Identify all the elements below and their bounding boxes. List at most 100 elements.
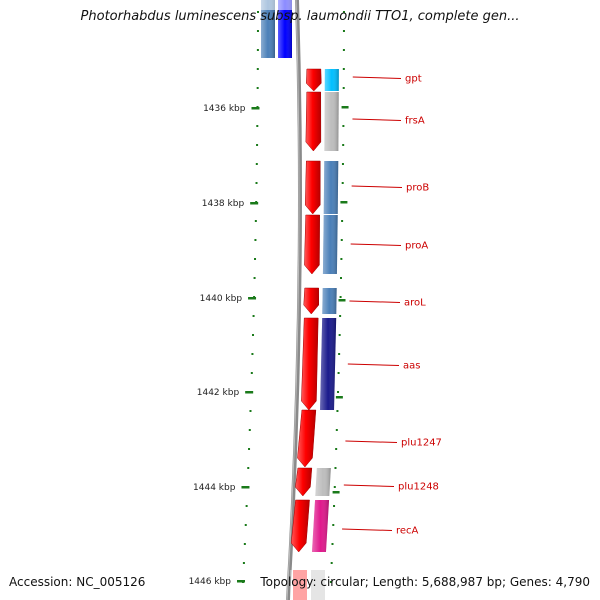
- major-tick: [241, 486, 250, 489]
- outer-major-tick: [338, 299, 346, 302]
- gene-label: frsA: [405, 116, 425, 127]
- topology-text: Topology: circular; Length: 5,688,987 bp…: [260, 575, 590, 589]
- minor-tick: [256, 49, 259, 51]
- minor-tick: [332, 524, 335, 526]
- minor-tick: [254, 220, 257, 222]
- minor-tick: [248, 448, 251, 450]
- minor-tick: [250, 372, 253, 374]
- minor-tick: [342, 49, 345, 51]
- minor-tick: [254, 258, 257, 260]
- kbp-label: 1446 kbp: [189, 577, 232, 587]
- minor-tick: [256, 11, 259, 13]
- partial-gene-block: [293, 570, 307, 600]
- gene-arrow: [306, 68, 322, 92]
- minor-tick: [256, 68, 259, 70]
- cog-block-shade: [322, 288, 337, 314]
- outer-major-tick: [335, 396, 343, 399]
- accession-text: Accession: NC_005126: [9, 575, 146, 589]
- kbp-label: 1442 kbp: [197, 388, 240, 398]
- gene-label: aas: [403, 361, 420, 372]
- minor-tick: [248, 429, 251, 431]
- minor-tick: [336, 410, 339, 412]
- leader-line: [347, 363, 400, 366]
- leader-line: [342, 528, 393, 531]
- minor-tick: [249, 410, 252, 412]
- major-tick: [248, 297, 257, 300]
- minor-tick: [253, 277, 256, 279]
- minor-tick: [338, 353, 341, 355]
- minor-tick: [333, 486, 336, 488]
- major-tick: [245, 391, 254, 394]
- gene-arrow: [295, 467, 313, 497]
- minor-tick: [254, 239, 257, 241]
- kbp-label: 1436 kbp: [203, 104, 246, 114]
- gene-label: plu1248: [398, 482, 439, 493]
- minor-tick: [329, 581, 332, 583]
- major-tick: [251, 107, 260, 110]
- minor-tick: [255, 182, 258, 184]
- minor-tick: [342, 125, 345, 127]
- leader-line: [352, 76, 402, 79]
- gene-label: aroL: [404, 298, 426, 309]
- minor-tick: [339, 296, 342, 298]
- minor-tick: [337, 391, 340, 393]
- leader-line: [349, 300, 401, 303]
- minor-tick: [256, 144, 259, 146]
- minor-tick: [338, 334, 341, 336]
- leader-line: [351, 185, 403, 188]
- gene-arrow: [304, 160, 321, 215]
- kbp-label: 1444 kbp: [193, 483, 236, 493]
- minor-tick: [333, 505, 336, 507]
- minor-tick: [256, 87, 259, 89]
- minor-tick: [256, 125, 259, 127]
- minor-tick: [335, 429, 338, 431]
- cog-block-shade: [322, 215, 338, 274]
- gene-label: proA: [405, 241, 428, 252]
- minor-tick: [342, 87, 345, 89]
- leader-line: [352, 118, 402, 121]
- minor-tick: [340, 239, 343, 241]
- minor-tick: [341, 182, 344, 184]
- minor-tick: [256, 30, 259, 32]
- minor-tick: [242, 562, 245, 564]
- outer-major-tick: [340, 201, 348, 204]
- cog-block-shade: [324, 69, 339, 91]
- partial-gene-shade: [278, 0, 292, 58]
- minor-tick: [342, 144, 345, 146]
- minor-tick: [342, 11, 345, 13]
- minor-tick: [334, 467, 337, 469]
- minor-tick: [247, 467, 250, 469]
- cog-block-shade: [323, 161, 339, 214]
- minor-tick: [330, 562, 333, 564]
- major-tick: [236, 580, 245, 583]
- outer-major-tick: [332, 491, 340, 494]
- gene-arrow: [304, 214, 320, 275]
- minor-tick: [335, 448, 338, 450]
- partial-gene-shade: [261, 0, 275, 58]
- gene-label: plu1247: [401, 438, 442, 449]
- cog-block-shade: [315, 468, 331, 496]
- kbp-label: 1440 kbp: [200, 294, 243, 304]
- leader-line: [343, 484, 395, 487]
- partial-gene-block: [311, 570, 325, 600]
- minor-tick: [337, 372, 340, 374]
- gene-label: proB: [406, 183, 429, 194]
- genome-backbone: [286, 0, 302, 600]
- gene-arrow: [303, 287, 320, 315]
- minor-tick: [340, 258, 343, 260]
- minor-tick: [341, 163, 344, 165]
- fade-bottom: [290, 570, 330, 600]
- cog-block-shade: [324, 92, 339, 151]
- leader-line: [345, 440, 398, 443]
- kbp-label: 1438 kbp: [202, 199, 245, 209]
- gene-label: recA: [396, 526, 419, 537]
- minor-tick: [342, 68, 345, 70]
- gene-arrow: [290, 499, 310, 553]
- minor-tick: [252, 334, 255, 336]
- outer-major-tick: [341, 106, 349, 109]
- minor-tick: [243, 543, 246, 545]
- minor-tick: [339, 315, 342, 317]
- cog-block-shade: [320, 318, 337, 410]
- minor-tick: [244, 524, 247, 526]
